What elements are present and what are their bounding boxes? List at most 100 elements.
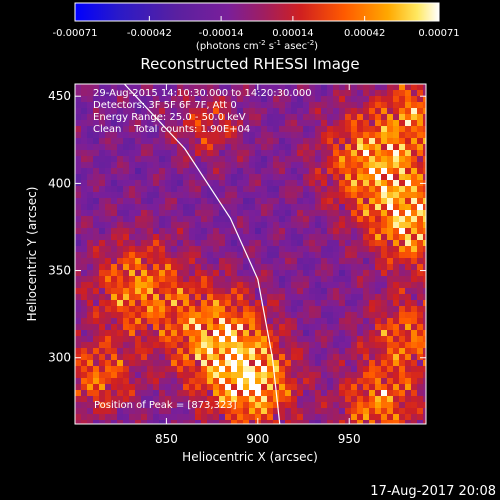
heatmap-cell [87,282,94,289]
heatmap-cell [225,186,232,193]
heatmap-cell [279,414,286,421]
heatmap-cell [129,210,136,217]
heatmap-cell [267,408,274,415]
heatmap-cell [219,360,226,367]
heatmap-cell [219,138,226,145]
heatmap-cell [207,414,214,421]
heatmap-cell [165,366,172,373]
heatmap-cell [93,108,100,115]
heatmap-cell [399,102,406,109]
heatmap-cell [123,402,130,409]
heatmap-cell [291,408,298,415]
heatmap-cell [261,156,268,163]
heatmap-cell [135,384,142,391]
heatmap-cell [153,360,160,367]
heatmap-cell [327,288,334,295]
heatmap-cell [219,252,226,259]
heatmap-cell [327,204,334,211]
heatmap-cell [87,198,94,205]
heatmap-cell [399,330,406,337]
heatmap-cell [225,282,232,289]
heatmap-cell [381,318,388,325]
heatmap-cell [219,210,226,217]
heatmap-cell [171,138,178,145]
heatmap-cell [165,204,172,211]
heatmap-cell [183,228,190,235]
heatmap-cell [165,288,172,295]
heatmap-cell [75,306,82,313]
heatmap-cell [171,126,178,133]
heatmap-cell [273,294,280,301]
heatmap-cell [195,186,202,193]
heatmap-cell [273,192,280,199]
heatmap-cell [357,384,364,391]
heatmap-cell [291,246,298,253]
heatmap-cell [297,222,304,229]
heatmap-cell [93,144,100,151]
heatmap-cell [333,390,340,397]
heatmap-cell [279,216,286,223]
heatmap-cell [111,126,118,133]
heatmap-cell [369,168,376,175]
heatmap-cell [279,408,286,415]
heatmap-cell [141,180,148,187]
heatmap-cell [147,306,154,313]
heatmap-cell [147,138,154,145]
heatmap-cell [315,132,322,139]
heatmap-cell [327,84,334,91]
heatmap-cell [147,204,154,211]
heatmap-cell [183,234,190,241]
heatmap-cell [249,300,256,307]
heatmap-cell [267,114,274,121]
heatmap-cell [309,276,316,283]
heatmap-cell [237,378,244,385]
heatmap-cell [219,228,226,235]
heatmap-cell [285,264,292,271]
heatmap-cell [177,324,184,331]
heatmap-cell [345,228,352,235]
heatmap-cell [291,402,298,409]
heatmap-cell [405,132,412,139]
heatmap-cell [225,390,232,397]
heatmap-cell [279,138,286,145]
heatmap-cell [363,156,370,163]
heatmap-cell [417,144,424,151]
heatmap-cell [237,318,244,325]
heatmap-cell [93,294,100,301]
heatmap-cell [195,132,202,139]
heatmap-cell [303,150,310,157]
heatmap-cell [261,108,268,115]
heatmap-cell [285,288,292,295]
heatmap-cell [273,168,280,175]
heatmap-cell [315,420,322,424]
heatmap-cell [405,258,412,265]
heatmap-cell [327,282,334,289]
heatmap-cell [423,198,426,205]
heatmap-cell [291,84,298,91]
heatmap-cell [183,378,190,385]
heatmap-cell [405,336,412,343]
heatmap-cell [243,180,250,187]
heatmap-cell [225,354,232,361]
heatmap-cell [393,144,400,151]
heatmap-cell [147,366,154,373]
heatmap-cell [141,216,148,223]
heatmap-cell [363,198,370,205]
heatmap-cell [231,138,238,145]
heatmap-cell [243,216,250,223]
heatmap-cell [129,96,136,103]
heatmap-cell [81,120,88,127]
heatmap-cell [345,234,352,241]
heatmap-cell [297,204,304,211]
heatmap-cell [357,234,364,241]
heatmap-cell [111,252,118,259]
heatmap-cell [351,330,358,337]
heatmap-cell [357,132,364,139]
heatmap-cell [219,342,226,349]
heatmap-cell [213,372,220,379]
heatmap-cell [273,360,280,367]
heatmap-cell [363,204,370,211]
heatmap-cell [357,114,364,121]
heatmap-cell [273,276,280,283]
heatmap-cell [171,282,178,289]
